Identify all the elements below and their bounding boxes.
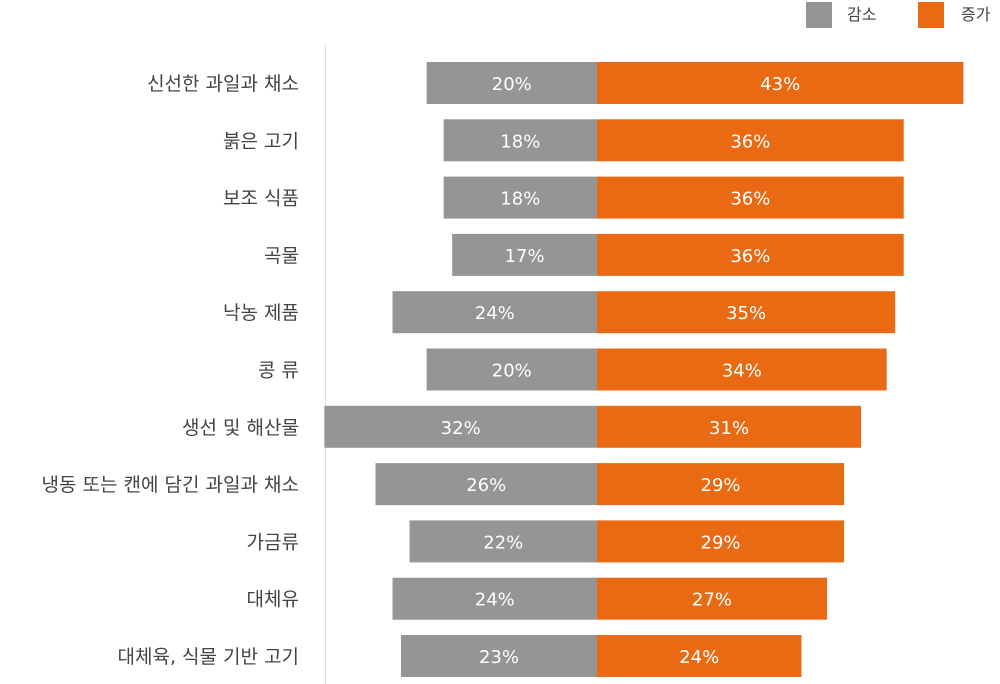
- bar-decrease: [409, 520, 597, 563]
- data-label-increase: 43%: [760, 74, 800, 95]
- bar-increase: [597, 233, 904, 276]
- bar-decrease: [426, 348, 597, 391]
- category-label: 대체유: [247, 589, 299, 611]
- category-label: 낙농 제품: [223, 302, 299, 324]
- legend-label-increase: 증가: [961, 5, 991, 24]
- data-label-increase: 29%: [701, 475, 741, 496]
- data-label-increase: 35%: [726, 303, 766, 324]
- bars-group: 신선한 과일과 채소 20% 43% 붉은 고기 18% 36% 보조 식품 18% 36% 곡물…: [42, 62, 964, 677]
- category-label: 생선 및 해산물: [182, 417, 299, 439]
- data-label-increase: 36%: [730, 246, 770, 267]
- category-label: 신선한 과일과 채소: [147, 73, 299, 95]
- data-label-decrease: 24%: [475, 303, 515, 324]
- data-label-increase: 36%: [730, 189, 770, 210]
- bar-increase: [597, 405, 862, 448]
- data-label-increase: 34%: [722, 361, 762, 382]
- data-label-decrease: 17%: [505, 246, 545, 267]
- data-label-decrease: 32%: [441, 418, 481, 439]
- bar-increase: [597, 176, 904, 219]
- data-label-increase: 36%: [730, 131, 770, 152]
- category-label: 곡물: [264, 245, 299, 267]
- data-label-decrease: 20%: [492, 74, 532, 95]
- bar-increase: [597, 635, 802, 677]
- bar-decrease: [392, 291, 597, 334]
- category-label: 붉은 고기: [223, 130, 299, 152]
- bar-increase: [597, 577, 828, 620]
- data-label-decrease: 18%: [500, 131, 540, 152]
- data-label-decrease: 22%: [483, 532, 523, 553]
- data-label-increase: 29%: [701, 532, 741, 553]
- bar-increase: [597, 119, 904, 162]
- bar-decrease: [392, 577, 597, 620]
- data-label-decrease: 26%: [466, 475, 506, 496]
- category-label: 가금류: [247, 531, 299, 553]
- legend-swatch-increase: [918, 2, 944, 28]
- data-label-decrease: 20%: [492, 361, 532, 382]
- data-label-decrease: 23%: [479, 647, 519, 668]
- bar-increase: [597, 62, 964, 104]
- category-label: 대체육, 식물 기반 고기: [118, 646, 299, 668]
- legend-label-decrease: 감소: [847, 5, 876, 24]
- bar-decrease: [375, 463, 597, 506]
- data-label-increase: 31%: [709, 418, 749, 439]
- category-label: 보조 식품: [223, 188, 299, 210]
- data-label-increase: 24%: [679, 647, 719, 668]
- bar-increase: [597, 291, 896, 334]
- bar-decrease: [426, 62, 597, 104]
- data-label-decrease: 18%: [500, 189, 540, 210]
- bar-decrease: [452, 233, 597, 276]
- bar-decrease: [443, 119, 597, 162]
- data-label-increase: 27%: [692, 590, 732, 611]
- category-label: 콩 류: [258, 360, 299, 382]
- bar-increase: [597, 348, 887, 391]
- legend-swatch-decrease: [806, 2, 832, 28]
- bar-increase: [597, 463, 845, 506]
- category-label: 냉동 또는 캔에 담긴 과일과 채소: [42, 474, 299, 496]
- bar-decrease: [324, 405, 597, 448]
- legend: 감소 증가: [806, 2, 991, 28]
- bar-decrease: [443, 176, 597, 219]
- bar-increase: [597, 520, 845, 563]
- data-label-decrease: 24%: [475, 590, 515, 611]
- bar-decrease: [401, 635, 597, 677]
